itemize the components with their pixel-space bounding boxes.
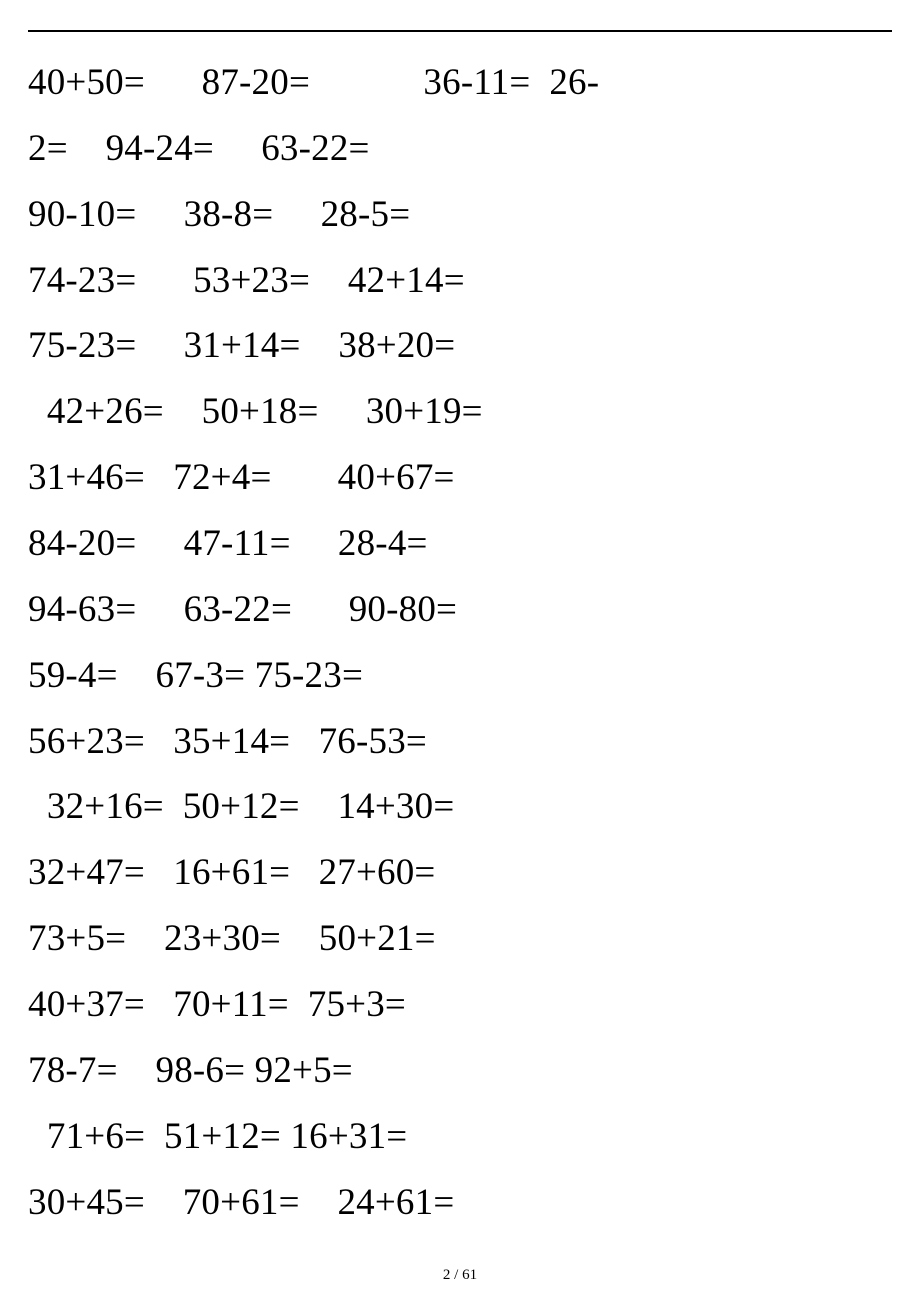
problem-line: 42+26= 50+18= 30+19= [28,379,892,445]
problem-line: 2= 94-24= 63-22= [28,116,892,182]
problem-line: 31+46= 72+4= 40+67= [28,445,892,511]
problem-line: 78-7= 98-6= 92+5= [28,1038,892,1104]
problem-line: 94-63= 63-22= 90-80= [28,577,892,643]
problem-line: 56+23= 35+14= 76-53= [28,709,892,775]
worksheet-page: 40+50= 87-20= 36-11= 26- 2= 94-24= 63-22… [0,0,920,1302]
problem-line: 73+5= 23+30= 50+21= [28,906,892,972]
problem-line: 32+16= 50+12= 14+30= [28,774,892,840]
problem-line: 74-23= 53+23= 42+14= [28,248,892,314]
top-rule [28,30,892,32]
problem-line: 71+6= 51+12= 16+31= [28,1104,892,1170]
problems-block: 40+50= 87-20= 36-11= 26- 2= 94-24= 63-22… [28,50,892,1235]
problem-line: 59-4= 67-3= 75-23= [28,643,892,709]
problem-line: 90-10= 38-8= 28-5= [28,182,892,248]
problem-line: 84-20= 47-11= 28-4= [28,511,892,577]
page-number: 2 / 61 [0,1267,920,1284]
problem-line: 40+37= 70+11= 75+3= [28,972,892,1038]
problem-line: 32+47= 16+61= 27+60= [28,840,892,906]
problem-line: 75-23= 31+14= 38+20= [28,313,892,379]
problem-line: 40+50= 87-20= 36-11= 26- [28,50,892,116]
problem-line: 30+45= 70+61= 24+61= [28,1170,892,1236]
